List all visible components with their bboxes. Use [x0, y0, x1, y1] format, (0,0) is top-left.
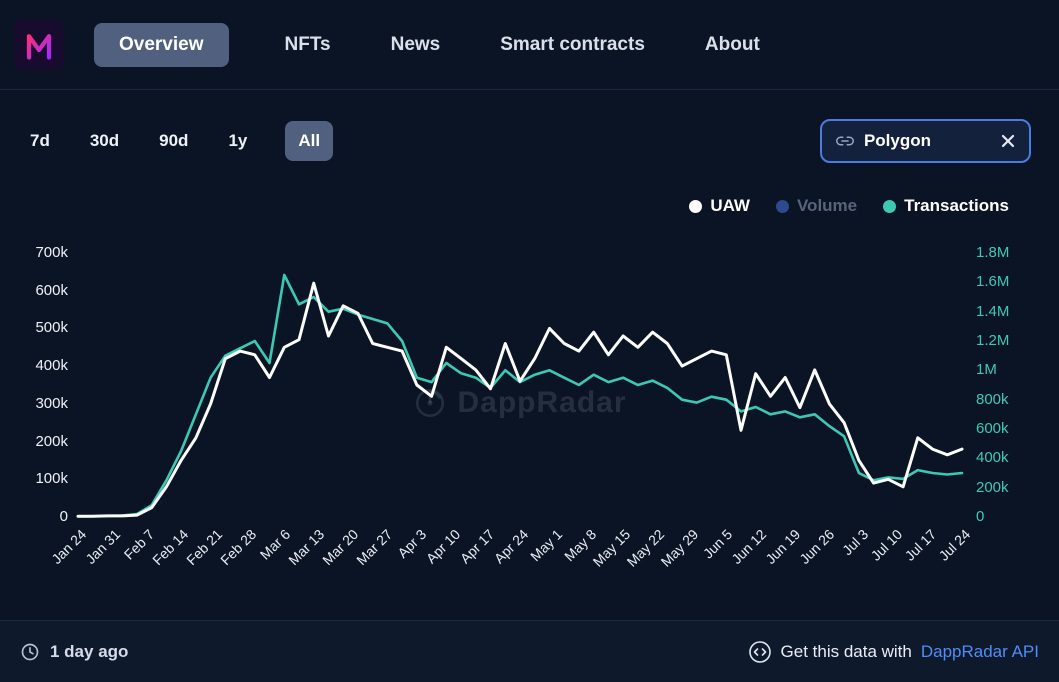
range-7d[interactable]: 7d [28, 122, 52, 160]
volume-dot-icon [775, 199, 789, 213]
xtick-label: Feb 21 [183, 526, 226, 569]
tab-smart-contracts[interactable]: Smart contracts [496, 23, 649, 67]
ytick-right-label: 1.4M [976, 302, 1010, 320]
ytick-left-label: 700k [35, 244, 68, 261]
xtick-label: Jul 3 [839, 526, 872, 559]
clock-icon [21, 643, 39, 660]
transactions-line [76, 273, 964, 518]
xtick-label: Mar 27 [353, 526, 396, 569]
xtick-label: Apr 10 [422, 526, 464, 567]
top-nav: Overview NFTs News Smart contracts About [0, 0, 1059, 90]
range-all[interactable]: All [285, 121, 334, 161]
ytick-left-label: 0 [59, 508, 68, 525]
chip-close-icon[interactable] [1001, 134, 1015, 148]
transactions-dot-icon [883, 199, 897, 213]
xtick-label: Jun 5 [699, 526, 736, 562]
ytick-right-label: 1.6M [976, 273, 1010, 291]
api-cta: Get this data with DappRadar API [748, 640, 1039, 664]
xtick-label: Jan 24 [48, 526, 90, 568]
chart-legend: UAW Volume Transactions [689, 196, 1009, 216]
ytick-left-label: 100k [35, 470, 68, 488]
chain-filter-chip[interactable]: Polygon [819, 119, 1031, 163]
xtick-label: Jul 24 [935, 526, 974, 564]
tab-news[interactable]: News [387, 23, 445, 67]
xtick-label: May 22 [623, 526, 668, 570]
ytick-left-label: 400k [35, 357, 68, 375]
xtick-label: Jun 19 [762, 526, 804, 568]
ytick-right-label: 800k [976, 390, 1009, 408]
range-1y[interactable]: 1y [226, 122, 249, 160]
tab-nfts[interactable]: NFTs [281, 23, 335, 67]
code-icon [748, 640, 771, 663]
chain-filter-label: Polygon [863, 131, 931, 150]
ytick-right-label: 1.2M [976, 332, 1010, 349]
xtick-label: Mar 13 [285, 526, 328, 569]
legend-uaw[interactable]: UAW [689, 196, 750, 216]
ytick-left-label: 500k [35, 319, 68, 337]
tab-about[interactable]: About [701, 23, 764, 67]
uaw-dot-icon [689, 199, 703, 213]
xtick-label: Jul 17 [901, 526, 940, 564]
ytick-right-label: 0 [976, 508, 985, 525]
ytick-right-label: 400k [976, 449, 1009, 467]
legend-uaw-label: UAW [710, 196, 750, 215]
ytick-right-label: 1.8M [976, 244, 1010, 261]
xtick-label: Jan 31 [82, 526, 124, 568]
api-cta-text: Get this data with [780, 641, 912, 661]
last-updated-text: 1 day ago [50, 641, 129, 661]
xtick-label: Mar 6 [256, 526, 294, 563]
nav-tabs: Overview NFTs News Smart contracts About [94, 22, 764, 67]
xtick-label: Feb 28 [217, 526, 260, 569]
legend-volume-label: Volume [796, 196, 858, 215]
ytick-right-label: 1M [976, 361, 997, 379]
xtick-label: May 29 [657, 526, 702, 570]
ytick-left-label: 200k [35, 432, 68, 450]
uaw-line [76, 281, 964, 518]
xtick-label: May 15 [589, 526, 634, 570]
last-updated: 1 day ago [20, 642, 128, 662]
ytick-right-label: 200k [976, 478, 1009, 496]
xtick-label: Jun 26 [796, 526, 838, 568]
footer-bar: 1 day ago Get this data with DappRadar A… [0, 620, 1059, 682]
legend-volume[interactable]: Volume [775, 196, 858, 216]
xtick-label: Jul 10 [867, 526, 906, 564]
range-90d[interactable]: 90d [157, 122, 190, 160]
logo-m-icon [26, 33, 52, 60]
xtick-label: May 8 [561, 526, 600, 565]
dappradar-api-link[interactable]: DappRadar API [920, 641, 1039, 661]
filter-row: 7d 30d 90d 1y All Polygon [0, 116, 1059, 166]
dappradar-logo[interactable] [14, 19, 64, 70]
legend-transactions[interactable]: Transactions [883, 196, 1009, 216]
xtick-label: May 1 [527, 526, 566, 565]
tab-overview[interactable]: Overview [94, 22, 229, 67]
time-range-group: 7d 30d 90d 1y All [28, 121, 334, 161]
chart-canvas[interactable] [76, 253, 964, 518]
ytick-left-label: 300k [35, 394, 68, 412]
legend-transactions-label: Transactions [904, 196, 1009, 215]
range-30d[interactable]: 30d [88, 122, 121, 160]
chain-link-icon [835, 136, 854, 146]
ytick-left-label: 600k [35, 281, 68, 299]
xtick-label: Apr 17 [456, 526, 498, 567]
ytick-right-label: 600k [976, 420, 1009, 437]
xtick-label: Apr 3 [394, 526, 430, 561]
xtick-label: Jun 12 [728, 526, 770, 568]
xtick-label: Apr 24 [490, 526, 532, 567]
xtick-label: Mar 20 [319, 526, 362, 569]
xtick-label: Feb 14 [149, 526, 192, 569]
xtick-label: Feb 7 [120, 526, 158, 563]
